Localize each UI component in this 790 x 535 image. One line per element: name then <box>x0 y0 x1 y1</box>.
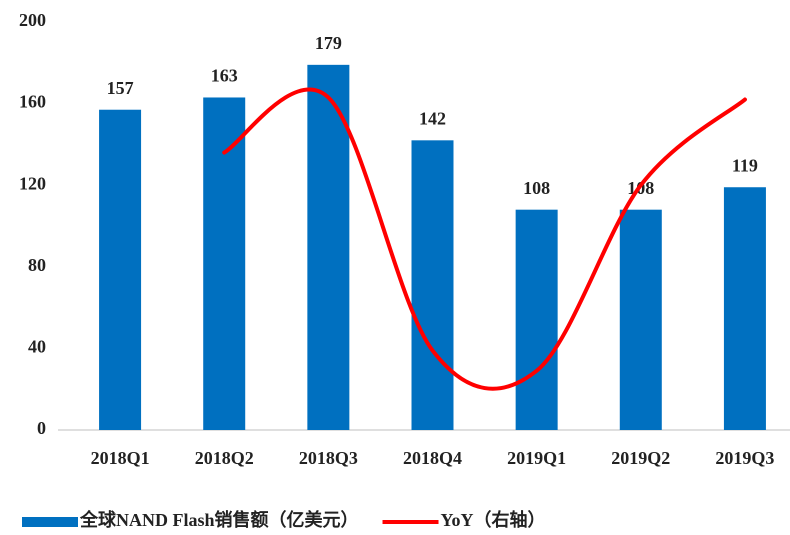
legend-swatch <box>22 517 78 527</box>
data-label: 157 <box>107 78 134 98</box>
line <box>222 87 747 391</box>
bar <box>723 187 766 430</box>
data-label: 108 <box>523 178 550 198</box>
x-tick-label: 2018Q4 <box>403 448 462 468</box>
x-tick-label: 2018Q2 <box>195 448 254 468</box>
y-tick-label: 80 <box>28 255 46 275</box>
x-tick-label: 2019Q2 <box>611 448 670 468</box>
bar <box>515 209 558 430</box>
legend-label: 全球NAND Flash销售额（亿美元） <box>79 509 359 530</box>
data-label: 119 <box>732 155 758 175</box>
bar <box>99 109 142 430</box>
x-tick-label: 2019Q1 <box>507 448 566 468</box>
data-label: 179 <box>315 33 342 53</box>
bar <box>619 209 662 430</box>
bar <box>203 97 246 430</box>
bar <box>307 64 350 430</box>
y-tick-label: 120 <box>19 173 46 193</box>
y-tick-label: 200 <box>19 10 46 30</box>
y-tick-label: 0 <box>37 418 46 438</box>
bar <box>411 140 454 430</box>
data-label: 142 <box>419 108 446 128</box>
x-tick-label: 2019Q3 <box>715 448 774 468</box>
x-tick-label: 2018Q1 <box>91 448 150 468</box>
legend-label: YoY（右轴） <box>441 509 546 530</box>
x-tick-label: 2018Q3 <box>299 448 358 468</box>
data-label: 163 <box>211 66 238 86</box>
y-tick-label: 160 <box>19 92 46 112</box>
y-tick-label: 40 <box>28 337 46 357</box>
